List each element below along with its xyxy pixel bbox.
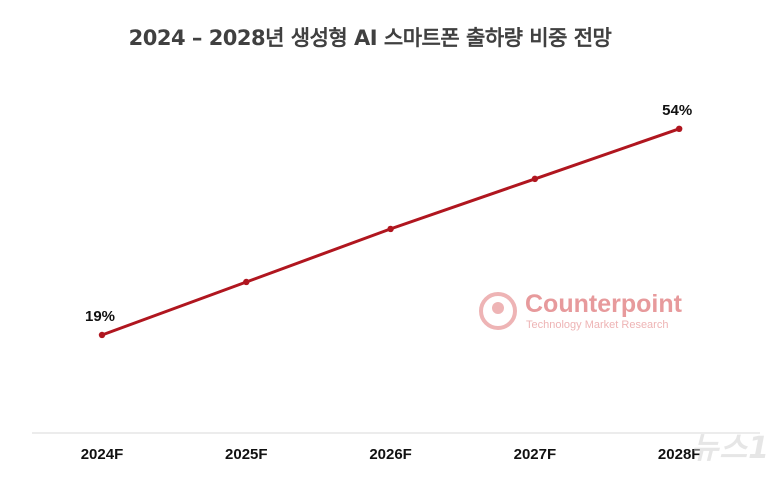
data-point [531,175,539,183]
chart-title: 2024 – 2028년 생성형 AI 스마트폰 출하량 비중 전망 [128,26,612,50]
data-point [98,331,106,339]
source-logo: 뉴스1 [690,431,770,466]
counterpoint-logo-dot [492,302,504,314]
x-tick-label: 2028F [658,446,701,463]
counterpoint-watermark: Counterpoint Technology Market Research [479,290,683,331]
watermark-name: Counterpoint [525,290,683,318]
counterpoint-logo-icon [479,292,517,330]
x-tick-label: 2026F [369,446,412,463]
x-tick-label: 2024F [81,446,124,463]
watermark-subtitle: Technology Market Research [526,319,668,331]
chart-marks: 2024F 2025F 2026F 2027F 2028F 19% 54% [81,102,701,463]
data-point [676,125,683,132]
data-label: 19% [85,308,115,325]
data-label: 54% [662,102,692,119]
x-tick-label: 2025F [225,446,268,463]
x-tick-label: 2027F [514,446,557,463]
data-point [387,225,394,233]
data-point [243,278,250,286]
